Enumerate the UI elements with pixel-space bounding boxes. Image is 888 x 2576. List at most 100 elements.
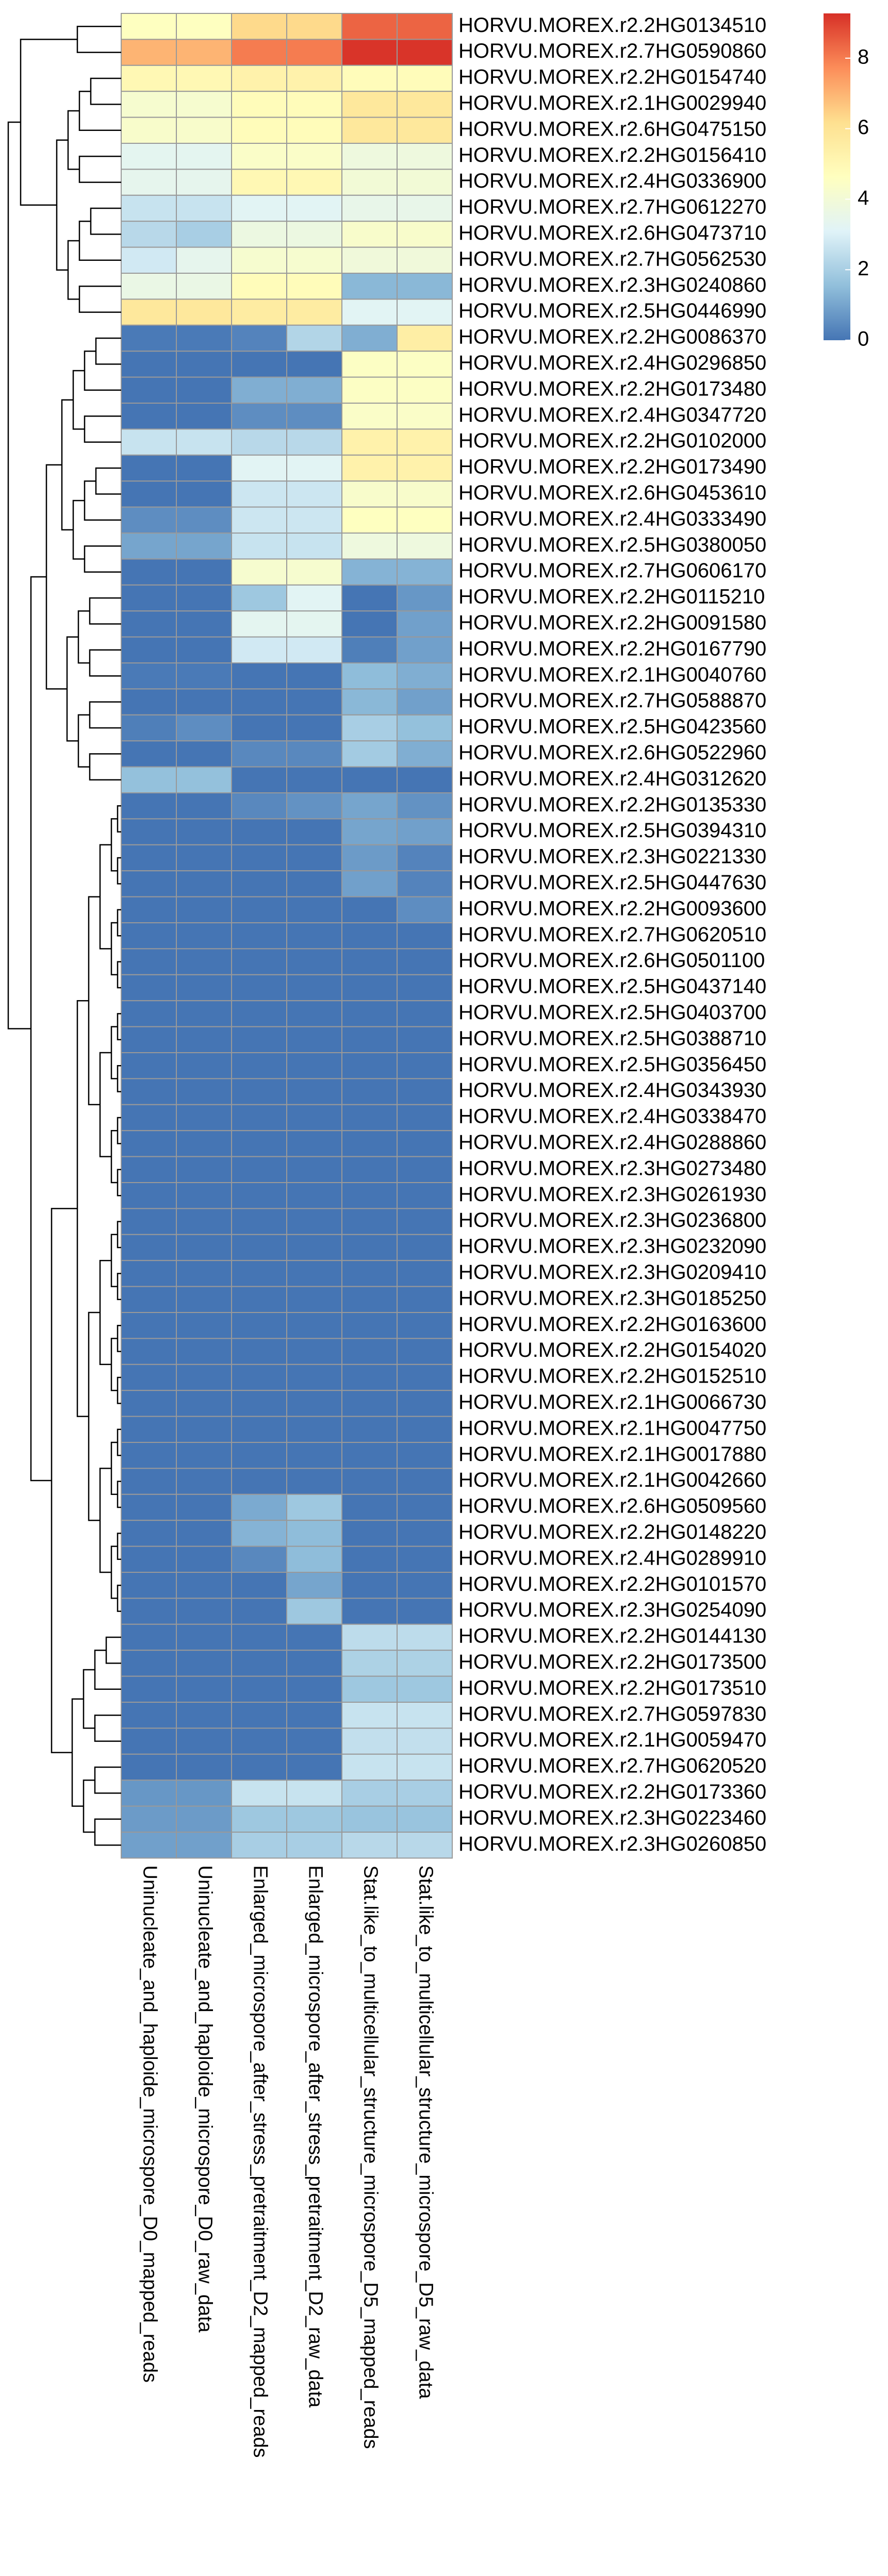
heatmap-cell (121, 117, 177, 144)
heatmap-cell (176, 662, 232, 690)
heatmap-cell (176, 1416, 232, 1443)
heatmap-cell (397, 1805, 453, 1833)
heatmap-cell (341, 1286, 398, 1314)
heatmap-cell (176, 1026, 232, 1053)
heatmap-cell (176, 428, 232, 456)
row-label: HORVU.MOREX.r2.1HG0017880 (458, 1443, 766, 1466)
heatmap-cell (121, 273, 177, 300)
heatmap-cell (121, 636, 177, 663)
heatmap-cell (176, 117, 232, 144)
heatmap-cell (176, 1468, 232, 1495)
heatmap-cell (231, 896, 287, 923)
heatmap-cell (397, 1727, 453, 1755)
heatmap-cell (231, 1598, 287, 1625)
dendrogram (7, 25, 121, 1846)
heatmap-cell (121, 1052, 177, 1079)
heatmap-cell (176, 1572, 232, 1599)
heatmap-cell (121, 1832, 177, 1859)
dendrogram-branch (30, 576, 52, 1482)
row-label: HORVU.MOREX.r2.6HG0473710 (458, 222, 766, 244)
heatmap-cell (231, 870, 287, 898)
heatmap-cell (121, 1623, 177, 1651)
row-label: HORVU.MOREX.r2.2HG0134510 (458, 14, 766, 37)
heatmap-cell (231, 1390, 287, 1417)
heatmap-cell (121, 1520, 177, 1547)
dendrogram-branch (94, 1766, 121, 1794)
dendrogram-branch (78, 220, 121, 261)
heatmap-cell (397, 792, 453, 820)
heatmap-cell (286, 91, 342, 118)
dendrogram-branch (110, 1026, 118, 1079)
heatmap-cell (286, 1598, 342, 1625)
heatmap-cell (176, 922, 232, 950)
dendrogram-branch (110, 1545, 118, 1599)
dendrogram-branch (117, 805, 121, 833)
heatmap-cell (231, 298, 287, 326)
heatmap-cell (341, 246, 398, 274)
heatmap-cell (176, 1545, 232, 1573)
heatmap-cell (121, 948, 177, 975)
heatmap-cell (231, 403, 287, 430)
heatmap-cell (397, 454, 453, 482)
heatmap-cell (231, 324, 287, 352)
heatmap-cell (286, 1338, 342, 1365)
dendrogram-branch (117, 1013, 121, 1041)
heatmap-cell (286, 662, 342, 690)
row-label: HORVU.MOREX.r2.2HG0173480 (458, 377, 766, 400)
heatmap-cell (231, 974, 287, 1002)
heatmap-cell (286, 351, 342, 378)
heatmap-cell (176, 1702, 232, 1729)
heatmap-cell (176, 1182, 232, 1209)
heatmap-cell (176, 896, 232, 923)
heatmap-cell (397, 1390, 453, 1417)
heatmap-cell (341, 169, 398, 196)
heatmap-cell (231, 792, 287, 820)
dendrogram-branch (84, 480, 121, 521)
heatmap-cell (176, 610, 232, 638)
column-label: Stat.like_to_multicellular_structure_mic… (415, 1865, 436, 2399)
heatmap-cell (341, 1026, 398, 1053)
heatmap-cell (397, 714, 453, 742)
heatmap-cell (176, 273, 232, 300)
heatmap-cell (176, 1338, 232, 1365)
heatmap-cell (286, 1780, 342, 1807)
heatmap-cell (121, 91, 177, 118)
row-label: HORVU.MOREX.r2.6HG0501100 (458, 949, 765, 972)
heatmap-cell (341, 403, 398, 430)
row-label: HORVU.MOREX.r2.1HG0029940 (458, 92, 766, 114)
heatmap-cell (286, 39, 342, 66)
heatmap-cell (121, 662, 177, 690)
heatmap-cell (231, 506, 287, 534)
heatmap-cell (397, 1182, 453, 1209)
heatmap-cell (286, 1832, 342, 1859)
heatmap-cell (397, 273, 453, 300)
heatmap-cell (341, 1052, 398, 1079)
heatmap-cell (397, 1234, 453, 1261)
heatmap-cell (231, 688, 287, 716)
heatmap-cell (231, 1753, 287, 1781)
heatmap-cell (341, 91, 398, 118)
heatmap-cell (231, 1780, 287, 1807)
heatmap-cell (341, 324, 398, 352)
heatmap-cell (121, 39, 177, 66)
row-label: HORVU.MOREX.r2.7HG0590860 (458, 40, 766, 62)
heatmap-cell (341, 64, 398, 92)
heatmap-cell (286, 896, 342, 923)
heatmap-cell (397, 39, 453, 66)
heatmap-cell (286, 636, 342, 663)
dendrogram-branch (88, 896, 100, 1106)
heatmap-cell (121, 1078, 177, 1105)
heatmap-cell (397, 1832, 453, 1859)
heatmap-cell (231, 844, 287, 872)
heatmap-cell (231, 351, 287, 378)
heatmap-cell (176, 558, 232, 586)
heatmap-cell (341, 870, 398, 898)
heatmap-cell (121, 1156, 177, 1184)
dendrogram-branch (84, 415, 121, 443)
heatmap-cell (231, 91, 287, 118)
heatmap-cell (397, 246, 453, 274)
row-label: HORVU.MOREX.r2.7HG0606170 (458, 559, 766, 582)
row-label: HORVU.MOREX.r2.7HG0562530 (458, 247, 766, 270)
dendrogram-branch (77, 610, 90, 664)
